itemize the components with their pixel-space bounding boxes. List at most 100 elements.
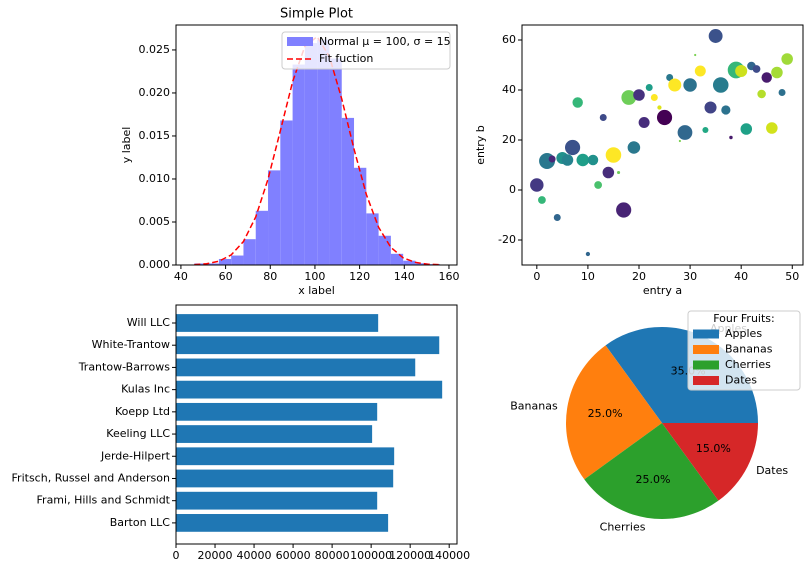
x-tick-label: 40 <box>174 270 188 283</box>
hist-bar <box>415 263 428 265</box>
legend-swatch <box>693 345 719 354</box>
x-tick-label: 100000 <box>350 549 392 562</box>
scatter-point <box>605 147 622 163</box>
hist-bar <box>403 260 416 265</box>
scatter-point <box>561 154 574 166</box>
y-tick-label: 0.010 <box>139 172 171 185</box>
scatter-point <box>702 126 709 134</box>
hist-bar <box>280 120 293 265</box>
x-tick-label: 100 <box>304 270 325 283</box>
y-tick-label: -20 <box>498 233 516 246</box>
legend-label: Normal μ = 100, σ = 15 <box>319 35 451 48</box>
scatter-point <box>572 97 583 108</box>
legend-swatch <box>693 329 719 339</box>
scatter-point <box>781 53 793 65</box>
hist-bar <box>354 167 367 265</box>
scatter-point <box>752 65 761 73</box>
y-tick-label: Barton LLC <box>110 516 171 529</box>
x-tick-label: 40000 <box>237 549 272 562</box>
y-tick-label: 20 <box>502 133 516 146</box>
scatter-point <box>757 89 766 99</box>
legend: Normal μ = 100, σ = 15 Fit fuction <box>281 31 451 70</box>
legend-label: Apples <box>725 327 762 340</box>
scatter-point <box>621 90 637 105</box>
scatter-point <box>627 141 641 154</box>
hist-bar <box>194 263 207 265</box>
pie-slice <box>662 423 758 501</box>
scatter-point <box>616 202 632 218</box>
scatter-point <box>638 117 650 128</box>
slice-label: Dates <box>756 464 788 477</box>
axes-frame <box>521 24 804 266</box>
x-tick-label: 60000 <box>276 549 311 562</box>
slice-label: Cherries <box>600 520 646 533</box>
bar <box>176 447 395 466</box>
scatter-point <box>771 66 783 79</box>
legend-label: Cherries <box>725 358 771 371</box>
y-tick-label: Will LLC <box>127 316 171 329</box>
scatter-point <box>587 154 599 166</box>
legend: Four Fruits: Apples Bananas Cherries Dates <box>687 310 801 391</box>
hist-bar <box>292 64 305 266</box>
y-tick-label: Trantow-Barrows <box>78 360 171 373</box>
bar <box>176 380 443 399</box>
x-tick-label: 20000 <box>198 549 233 562</box>
scatter-point <box>708 29 723 43</box>
hist-bar <box>268 170 281 265</box>
bar <box>176 491 378 510</box>
x-tick-label: 60 <box>219 270 233 283</box>
x-tick-label: 10 <box>581 270 595 283</box>
legend-label: Fit fuction <box>319 52 373 65</box>
scatter-point <box>594 181 603 189</box>
scatter-point <box>677 125 693 140</box>
x-tick-label: 120 <box>349 270 370 283</box>
y-tick-label: Frami, Hills and Schmidt <box>37 494 171 507</box>
y-axis-label: entry b <box>474 125 487 165</box>
scatter-point <box>633 89 645 101</box>
scatter-point <box>766 122 778 134</box>
bar <box>176 514 389 532</box>
chart-title: Simple Plot <box>280 7 353 22</box>
scatter-point <box>656 109 673 126</box>
legend-swatch <box>693 376 719 385</box>
y-tick-label: 0 <box>509 183 516 196</box>
scatter-point <box>712 77 729 93</box>
pie-slice <box>584 423 719 519</box>
x-tick-label: 160 <box>438 270 459 283</box>
x-tick-label: 50 <box>785 270 799 283</box>
hist-bar <box>390 253 404 265</box>
legend-box <box>281 31 451 70</box>
hist-bar <box>243 239 256 265</box>
scatter-point <box>564 139 581 156</box>
scatter-point <box>599 114 607 121</box>
hist-bar <box>378 235 391 265</box>
pie-slice <box>566 345 662 480</box>
scatter-point <box>740 123 753 135</box>
x-tick-label: 30 <box>683 270 697 283</box>
scatter-point <box>761 72 772 83</box>
scatter-point <box>657 105 662 110</box>
scatter-point <box>530 178 544 192</box>
slice-percent: 25.0% <box>636 473 671 486</box>
x-tick-label: 0 <box>533 270 540 283</box>
hist-bar <box>341 117 355 265</box>
y-tick-label: 0.025 <box>139 43 171 56</box>
y-tick-label: 60 <box>502 33 516 46</box>
hist-bar <box>304 43 318 266</box>
y-tick-label: 0.005 <box>139 215 171 228</box>
y-tick-label: Kulas Inc <box>121 383 170 396</box>
scatter-point <box>678 139 681 143</box>
scatter-point <box>645 84 653 91</box>
x-tick-label: 140 <box>394 270 415 283</box>
scatter-point <box>704 101 717 114</box>
bar <box>176 336 440 355</box>
y-tick-label: Koepp Ltd <box>115 405 170 418</box>
x-tick-label: 80000 <box>315 549 350 562</box>
scatter-point <box>778 89 786 96</box>
y-tick-label: Keeling LLC <box>106 427 170 440</box>
y-tick-label: Fritsch, Russel and Anderson <box>12 471 170 484</box>
scatter-point <box>694 65 706 77</box>
y-tick-label: 40 <box>502 83 516 96</box>
slice-label: Bananas <box>510 399 558 412</box>
